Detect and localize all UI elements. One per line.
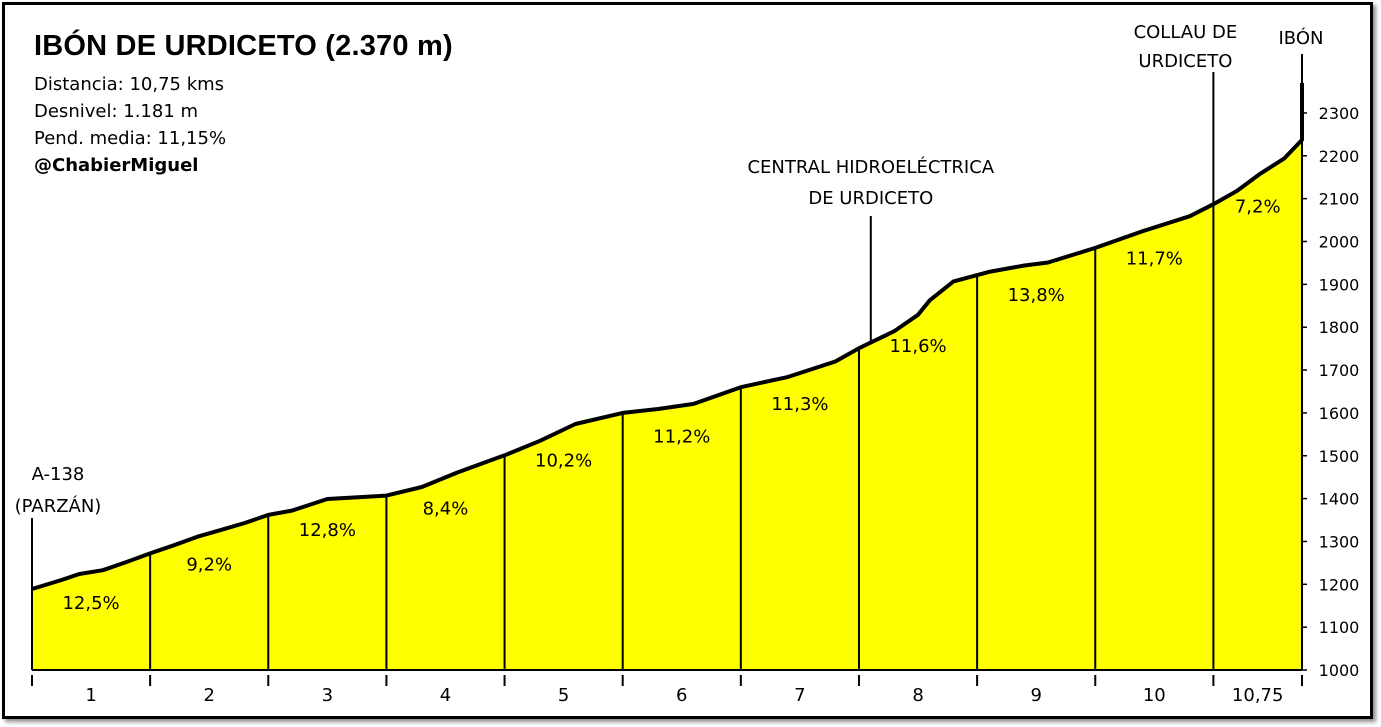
x-tick-label: 6 [676, 685, 687, 706]
annotation-label: URDICETO [1138, 51, 1232, 72]
y-tick-label: 1000 [1319, 661, 1360, 680]
y-tick-label: 2300 [1319, 104, 1360, 123]
y-tick-label: 2100 [1319, 190, 1360, 209]
y-tick-label: 1500 [1319, 447, 1360, 466]
elevation-gain-stat: Desnivel: 1.181 m [34, 101, 199, 122]
annotation-label: COLLAU DE [1134, 22, 1238, 43]
y-tick-label: 2000 [1319, 233, 1360, 252]
author-handle: @ChabierMiguel [34, 155, 199, 176]
x-tick-label: 5 [558, 685, 569, 706]
x-tick-label: 10 [1143, 685, 1166, 706]
annotation-label: A-138 [32, 464, 85, 485]
x-tick-label: 10,75 [1232, 685, 1284, 706]
segment-grade-label: 11,7% [1126, 248, 1183, 269]
segment-grade-label: 7,2% [1235, 197, 1281, 218]
segment-grade-label: 10,2% [535, 451, 592, 472]
x-tick-label: 8 [912, 685, 923, 706]
x-tick-label: 9 [1030, 685, 1041, 706]
x-tick-label: 2 [203, 685, 214, 706]
distance-stat: Distancia: 10,75 kms [34, 74, 225, 95]
x-tick-label: 4 [440, 685, 451, 706]
y-tick-label: 1600 [1319, 404, 1360, 423]
x-tick-label: 1 [85, 685, 96, 706]
segment-grade-label: 11,6% [889, 336, 946, 357]
profile-area [32, 83, 1302, 670]
segment-grade-label: 9,2% [186, 554, 232, 575]
info-panel: IBÓN DE URDICETO (2.370 m) Distancia: 10… [34, 30, 453, 179]
segment-grade-label: 8,4% [423, 498, 469, 519]
y-tick-label: 1900 [1319, 275, 1360, 294]
y-tick-label: 1300 [1319, 532, 1360, 551]
annotation-label: DE URDICETO [808, 188, 933, 209]
annotation-label: CENTRAL HIDROELÉCTRICA [747, 156, 994, 178]
annotation-label: IBÓN [1279, 27, 1324, 49]
annotation-label: (PARZÁN) [15, 495, 102, 517]
y-tick-label: 2200 [1319, 147, 1360, 166]
chart-title: IBÓN DE URDICETO (2.370 m) [34, 30, 453, 62]
y-tick-label: 1700 [1319, 361, 1360, 380]
segment-grade-label: 12,5% [62, 593, 119, 614]
x-tick-label: 3 [322, 685, 333, 706]
profile-line [31, 83, 1304, 591]
y-tick-label: 1200 [1319, 575, 1360, 594]
segment-grade-label: 11,3% [771, 394, 828, 415]
y-tick-label: 1800 [1319, 318, 1360, 337]
segment-grade-label: 13,8% [1008, 285, 1065, 306]
segment-grade-label: 12,8% [299, 520, 356, 541]
x-tick-label: 7 [794, 685, 805, 706]
y-tick-label: 1400 [1319, 490, 1360, 509]
avg-gradient-stat: Pend. media: 11,15% [34, 128, 227, 149]
y-tick-label: 1100 [1319, 618, 1360, 637]
segment-grade-label: 11,2% [653, 427, 710, 448]
